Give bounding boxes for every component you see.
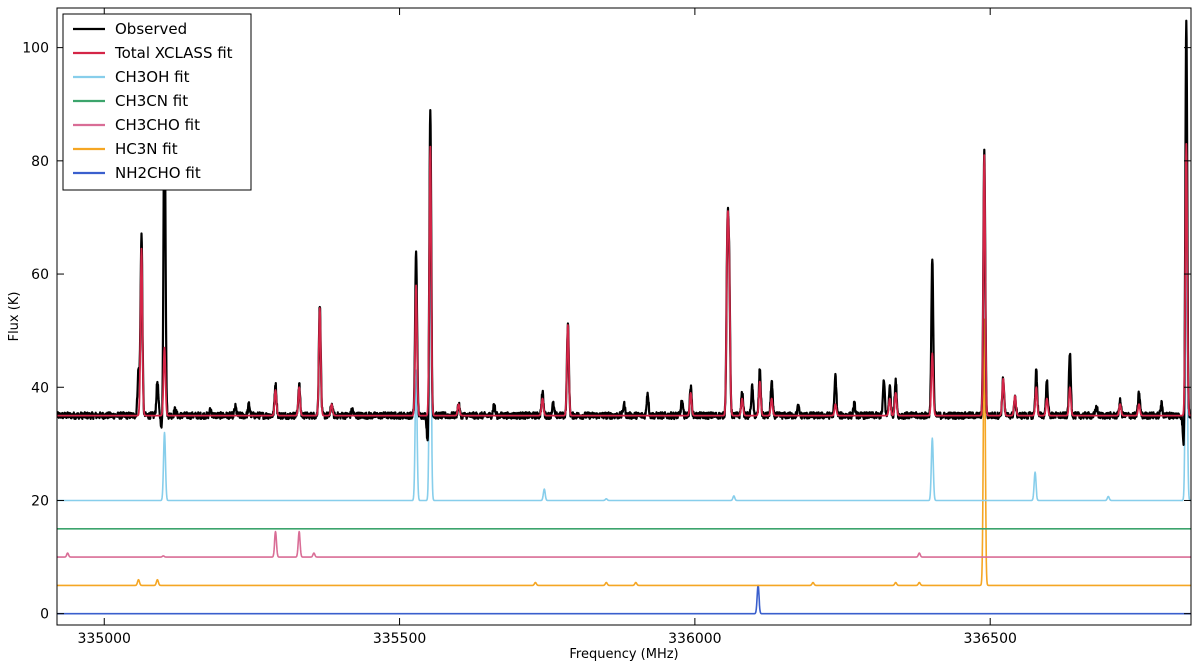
x-axis-label: Frequency (MHz)	[569, 647, 678, 662]
legend-label: CH3OH fit	[115, 68, 190, 86]
ticks-layer: 335000 335500 336000 336500 0 20 40 60 80 100	[22, 8, 1191, 647]
series-layer	[57, 19, 1191, 615]
series-line-hc3n-fit	[57, 318, 1191, 587]
legend-label: CH3CHO fit	[115, 116, 200, 134]
plot-frame	[56, 7, 1192, 626]
y-tick-label: 0	[40, 607, 49, 623]
legend-label: HC3N fit	[115, 140, 178, 158]
y-tick-label: 20	[31, 493, 49, 509]
y-tick-label: 60	[31, 267, 49, 283]
legend-box	[62, 13, 252, 191]
series-line-nh2cho-fit	[57, 584, 1191, 615]
legend-label: Observed	[115, 20, 187, 38]
series-line-total-xclass-fit	[57, 142, 1191, 417]
y-tick-label: 100	[22, 41, 49, 57]
x-tick-label: 336500	[963, 631, 1016, 647]
series-line-ch3oh-fit	[57, 225, 1191, 502]
x-tick-label: 335000	[78, 631, 131, 647]
legend-label: NH2CHO fit	[115, 164, 201, 182]
legend-label: CH3CN fit	[115, 92, 188, 110]
y-tick-label: 40	[31, 380, 49, 396]
y-tick-label: 80	[31, 154, 49, 170]
legend-label: Total XCLASS fit	[114, 44, 233, 62]
x-tick-label: 336000	[668, 631, 721, 647]
series-line-ch3cho-fit	[57, 530, 1191, 558]
y-axis-label: Flux (K)	[7, 292, 22, 342]
legend: Observed Total XCLASS fit CH3OH fit CH3CN f…	[62, 13, 252, 191]
x-tick-label: 335500	[373, 631, 426, 647]
